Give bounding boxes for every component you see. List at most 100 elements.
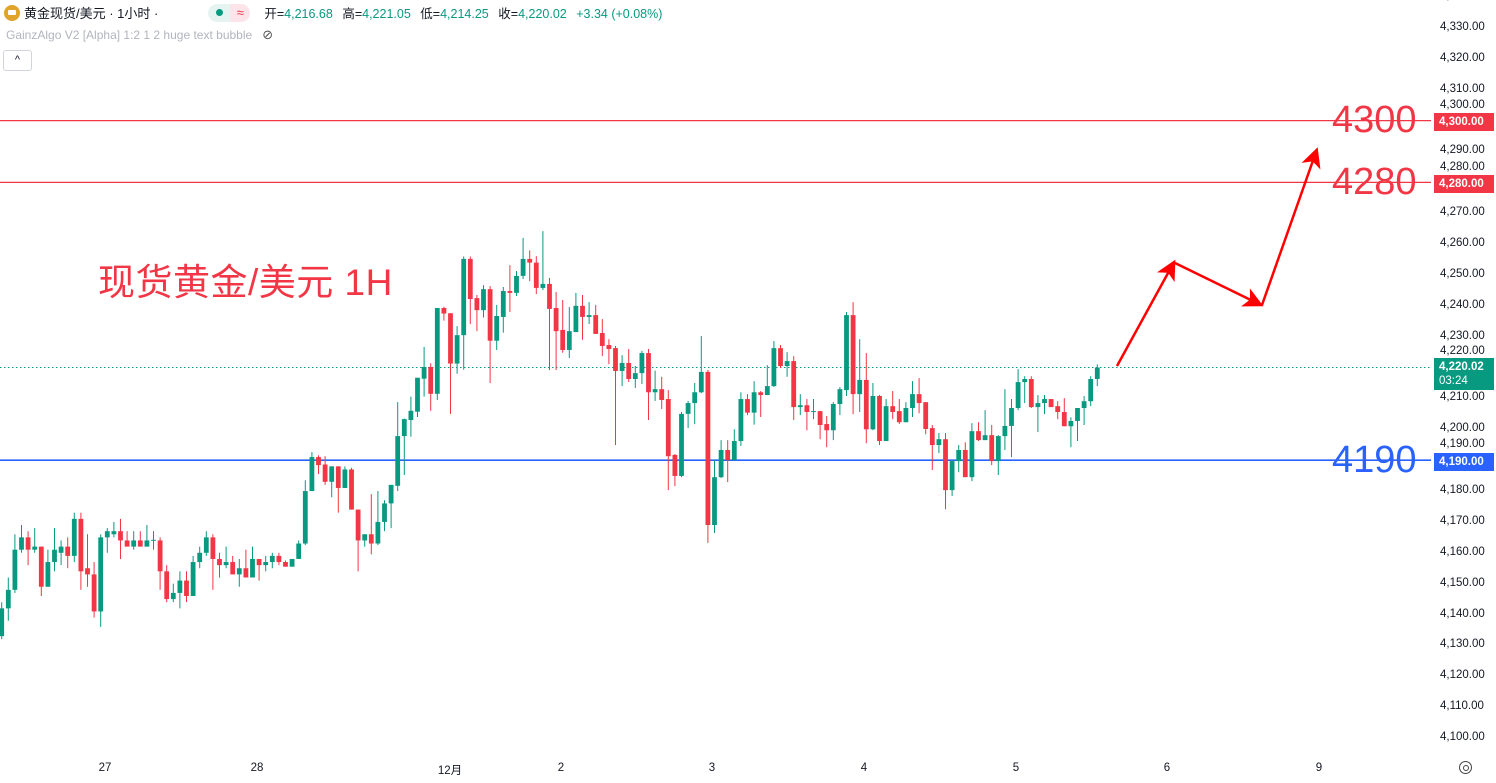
candle-body (65, 546, 71, 556)
candle (296, 540, 302, 559)
candle-body (230, 562, 236, 575)
price-tick: 4,210.00 (1440, 391, 1485, 404)
candle-body (500, 291, 506, 317)
candle (599, 319, 605, 357)
candle (685, 400, 691, 429)
candle (118, 518, 123, 559)
candle-body (203, 537, 209, 553)
candle-body (593, 315, 599, 334)
candle (1035, 395, 1041, 433)
candle-body (217, 558, 222, 566)
candle (283, 560, 288, 567)
candle (969, 423, 975, 482)
candle (322, 456, 328, 485)
candle (850, 302, 856, 415)
candle (553, 291, 559, 371)
candle (679, 412, 684, 478)
candle-body (995, 436, 1001, 462)
candle (817, 411, 823, 440)
candle-body (929, 428, 935, 446)
candle (929, 424, 935, 471)
last-price-badge: 4,220.02 03:24 (1434, 358, 1494, 390)
candle-body (1048, 399, 1054, 408)
candle (962, 442, 968, 478)
candle (203, 531, 209, 556)
candle-body (804, 405, 810, 413)
candle (12, 534, 18, 593)
candle-body (0, 608, 5, 637)
candle-body (639, 353, 645, 374)
candle (976, 422, 981, 442)
candle (751, 381, 757, 425)
price-tick: 4,290.00 (1440, 144, 1485, 157)
candle-body (401, 419, 407, 437)
price-tick: 4,270.00 (1440, 206, 1485, 219)
candle-body (487, 289, 493, 341)
candle (1081, 395, 1087, 425)
candle-body (784, 361, 790, 367)
candle-body (428, 366, 434, 394)
price-tick: 4,170.00 (1440, 514, 1485, 527)
candle (896, 399, 902, 425)
candle-body (184, 580, 189, 597)
candle-body (652, 389, 658, 393)
candle-body (408, 410, 414, 421)
candle (811, 399, 816, 420)
indicator-name: GainzAlgo V2 [Alpha] 1:2 1 2 huge text b… (6, 28, 253, 42)
candle-body (830, 403, 836, 431)
candle (1009, 399, 1014, 458)
candle (738, 392, 744, 446)
settings-icon[interactable] (1459, 761, 1472, 774)
candle (302, 480, 308, 546)
candle (593, 304, 599, 334)
candle-body (78, 518, 84, 572)
indicator-legend[interactable]: GainzAlgo V2 [Alpha] 1:2 1 2 huge text b… (6, 27, 273, 43)
candle-body (712, 477, 717, 526)
candle (236, 558, 242, 587)
price-tick: 4,220.00 (1440, 344, 1485, 357)
time-tick: 9 (1315, 762, 1323, 774)
candle-body (1015, 382, 1021, 409)
price-tick: 4,280.00 (1440, 160, 1485, 173)
candle (890, 391, 896, 420)
candle-body (956, 449, 962, 462)
market-open-dot-icon (208, 3, 231, 22)
candle (263, 555, 269, 572)
market-status-pill[interactable]: ≈ (208, 3, 251, 22)
candle-body (1094, 367, 1100, 379)
candle (289, 558, 295, 567)
candle (382, 500, 387, 532)
candle-body (243, 568, 249, 578)
candle-body (896, 411, 902, 423)
eye-hidden-icon[interactable]: ⊘ (262, 27, 274, 42)
candle (989, 424, 995, 466)
candle (877, 395, 882, 446)
candle (903, 402, 909, 423)
candle-body (916, 394, 922, 404)
candle-body (256, 558, 262, 566)
candle-body (190, 562, 196, 597)
candle-body (368, 534, 374, 544)
candle-body (494, 316, 500, 341)
symbol-title[interactable]: 黄金现货/美元 · 1小时 · (24, 6, 159, 21)
candle-body (679, 413, 684, 476)
candle (1088, 376, 1094, 407)
candle-body (797, 405, 803, 408)
candle-body (659, 389, 665, 400)
price-tick: 4,100.00 (1440, 731, 1485, 743)
candle (771, 341, 777, 388)
candle (362, 534, 368, 547)
candle-body (533, 262, 539, 288)
candle-body (98, 537, 104, 612)
candle (230, 555, 236, 575)
candle-body (771, 348, 777, 387)
price-tick: 4,190.00 (1440, 438, 1485, 450)
candle (91, 562, 97, 618)
candle (659, 376, 665, 409)
collapse-legend-button[interactable]: ^ (3, 50, 32, 71)
close-value: 4,220.02 (518, 7, 567, 21)
time-tick: 4 (860, 762, 868, 774)
candle-body (844, 315, 849, 391)
price-tick: 4,340.00 (1440, 0, 1485, 3)
